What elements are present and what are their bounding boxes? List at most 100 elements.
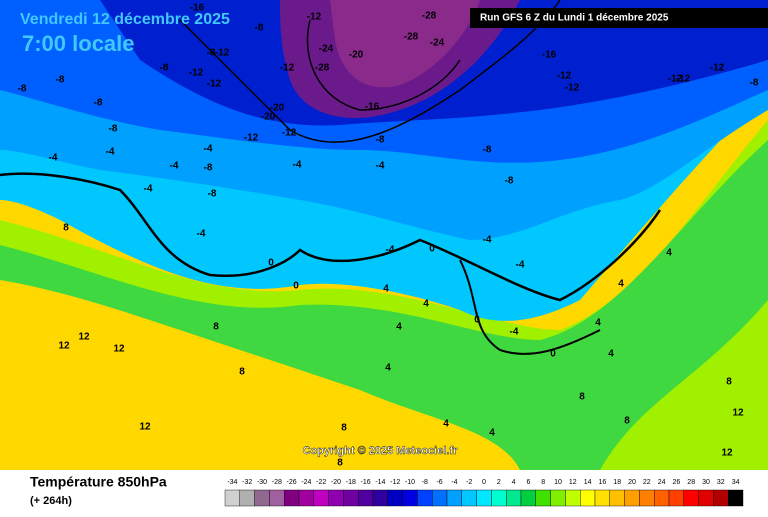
contour-label: -16 <box>542 50 557 61</box>
contour-label: -12 <box>282 128 297 139</box>
contour-label: -8 <box>94 98 103 109</box>
contour-label: 4 <box>595 318 601 329</box>
colorbar-tick-label: 6 <box>526 479 530 486</box>
contour-label: -4 <box>376 161 385 172</box>
contour-label: -8 <box>255 23 264 34</box>
colorbar-tick-label: 16 <box>599 479 607 486</box>
colorbar-tick-label: 28 <box>687 479 695 486</box>
contour-label: -12 <box>244 133 259 144</box>
contour-label: 4 <box>618 279 624 290</box>
contour-label: -4 <box>293 160 302 171</box>
colorbar-swatch <box>668 489 685 507</box>
colorbar-tick-label: -8 <box>422 479 428 486</box>
contour-label: -8 <box>109 124 118 135</box>
contour-label: -8 <box>483 145 492 156</box>
contour-label: -4 <box>170 161 179 172</box>
colorbar-tick-label: 20 <box>628 479 636 486</box>
contour-label: -4 <box>516 260 525 271</box>
contour-label: -24 <box>319 44 334 55</box>
colorbar-swatch <box>683 489 699 507</box>
colorbar-swatch <box>358 489 374 507</box>
contour-label: 8 <box>63 223 69 234</box>
contour-label: -8 <box>208 189 217 200</box>
contour-label: 4 <box>666 248 672 259</box>
colorbar-tick-label: -14 <box>375 479 385 486</box>
colorbar-swatch <box>609 489 625 507</box>
contour-label: -8 <box>56 75 65 86</box>
contour-label: -8 <box>376 135 385 146</box>
contour-label: -4 <box>386 245 395 256</box>
contour-label: -12 <box>280 63 295 74</box>
contour-label: -8 <box>505 176 514 187</box>
contour-label: -20 <box>270 103 285 114</box>
contour-label: 4 <box>489 428 495 439</box>
colorbar-swatch <box>520 489 537 507</box>
contour-label: 0 <box>268 258 274 269</box>
colorbar-tick-label: -18 <box>346 479 356 486</box>
colorbar-tick-label: -16 <box>361 479 371 486</box>
contour-label: 0 <box>429 244 435 255</box>
field-title: Température 850hPa <box>30 474 167 490</box>
contour-label: 8 <box>239 367 245 378</box>
contour-label: -4 <box>204 144 213 155</box>
colorbar-tick-label: 0 <box>482 479 486 486</box>
copyright: Copyright © 2025 Meteociel.fr <box>303 445 459 457</box>
colorbar-swatch <box>224 489 241 507</box>
contour-label: -12 <box>668 74 683 85</box>
contour-label: -4 <box>144 184 153 195</box>
colorbar-swatch <box>298 489 315 507</box>
contour-label: -4 <box>483 235 492 246</box>
contour-labels: -16-12-8-8 -12-8 -12-12-12-24-28-20-28-28-… <box>18 3 759 469</box>
contour-label: -8 <box>18 84 27 95</box>
lead-time: (+ 264h) <box>30 495 72 507</box>
contour-label: 0 <box>474 315 480 326</box>
colorbar-swatch <box>506 489 522 507</box>
contour-label: -20 <box>261 112 276 123</box>
colorbar-tick-label: 26 <box>673 479 681 486</box>
colorbar-swatch <box>624 489 640 507</box>
contour-label: -12 <box>710 63 725 74</box>
colorbar-tick-label: 32 <box>717 479 725 486</box>
colorbar-swatch <box>328 489 344 507</box>
colorbar-swatch <box>417 489 433 507</box>
contour-label: 4 <box>608 349 614 360</box>
colorbar-swatch <box>476 489 492 507</box>
colorbar-tick-label: -30 <box>257 479 267 486</box>
contour-label: 12 <box>721 448 733 459</box>
colorbar-swatch <box>535 489 551 507</box>
colorbar-tick-label: -32 <box>242 479 252 486</box>
colorbar-swatch <box>239 489 255 507</box>
contour-label: -4 <box>106 147 115 158</box>
contour-label: -24 <box>430 38 445 49</box>
colorbar-tick-label: -20 <box>331 479 341 486</box>
contour-label: 8 <box>726 377 732 388</box>
colorbar-swatch <box>254 489 270 507</box>
colorbar-tick-label: 8 <box>541 479 545 486</box>
contour-label: -28 <box>422 11 437 22</box>
contour-label: -20 <box>349 50 364 61</box>
contour-label: 4 <box>423 299 429 310</box>
colorbar-tick-label: -26 <box>287 479 297 486</box>
contour-label: 8 <box>213 322 219 333</box>
map-background <box>0 0 768 470</box>
colorbar-tick-label: 10 <box>554 479 562 486</box>
colorbar-tick-label: 30 <box>702 479 710 486</box>
colorbar-swatch <box>284 489 300 507</box>
run-info: Run GFS 6 Z du Lundi 1 décembre 2025 <box>480 13 669 24</box>
colorbar-swatch <box>432 489 448 507</box>
contour-label: 4 <box>383 284 389 295</box>
colorbar-swatch <box>594 489 611 507</box>
colorbar-tick-label: 14 <box>584 479 592 486</box>
contour-label: -12 <box>565 83 580 94</box>
contour-label: 8 <box>579 392 585 403</box>
contour-label: 8 <box>341 423 347 434</box>
colorbar-swatch <box>580 489 596 507</box>
colorbar-swatch <box>491 489 507 507</box>
contour-label: 8 <box>337 458 343 469</box>
contour-label: 12 <box>139 422 151 433</box>
colorbar-swatch <box>639 489 655 507</box>
contour-label: 0 <box>550 349 556 360</box>
colorbar-swatch <box>446 489 463 507</box>
contour-label: 12 <box>732 408 744 419</box>
contour-label: 8 <box>624 416 630 427</box>
